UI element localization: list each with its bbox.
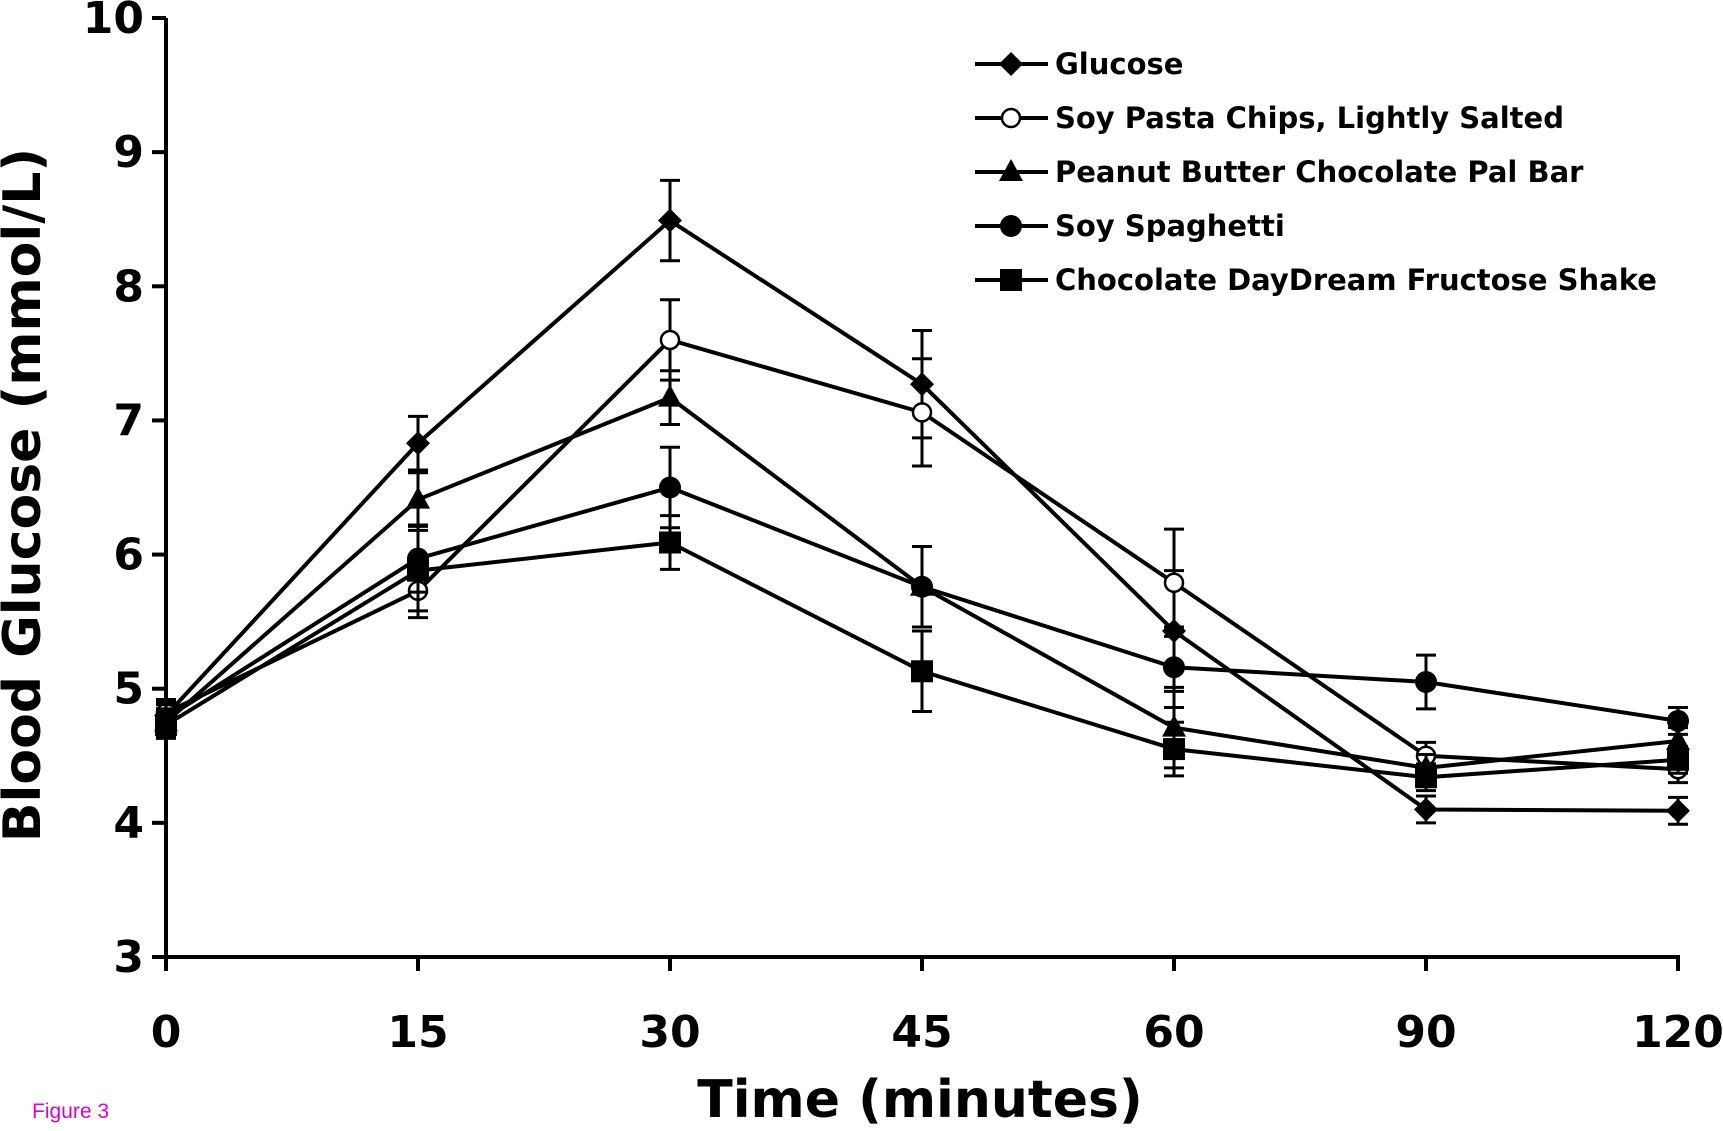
legend-label: Soy Pasta Chips, Lightly Salted [1055,101,1564,135]
legend-label: Peanut Butter Chocolate Pal Bar [1055,155,1584,189]
legend-marker [1000,269,1022,291]
y-axis-title: Blood Glucose (mmol/L) [0,148,53,842]
legend-marker [1000,107,1022,129]
data-point [1667,709,1689,732]
data-point [1667,748,1689,771]
x-tick-label: 0 [151,1007,182,1058]
data-point [1415,766,1437,789]
legend-item: Soy Pasta Chips, Lightly Salted [975,101,1564,135]
y-tick-label: 5 [113,664,144,715]
y-tick-label: 10 [83,0,144,44]
x-tick-label: 120 [1632,1007,1723,1058]
legend-marker [999,159,1023,181]
data-point [406,431,430,456]
legend-item: Peanut Butter Chocolate Pal Bar [975,155,1584,189]
y-tick-label: 4 [113,798,144,849]
data-point [911,402,933,423]
data-point [1414,797,1438,822]
data-point [659,531,681,554]
legend-marker [999,52,1023,76]
legend-item: Glucose [975,47,1183,81]
legend-label: Soy Spaghetti [1055,209,1285,243]
x-tick-label: 90 [1395,1007,1456,1058]
y-tick-label: 8 [113,261,144,312]
data-point [659,329,681,351]
y-tick-label: 3 [113,932,144,983]
series-line [164,218,1679,813]
data-point [407,559,429,582]
data-point [1163,738,1185,761]
legend-marker [1000,215,1022,237]
data-point [1163,572,1185,593]
data-point [659,476,681,499]
legend: Glucose Soy Pasta Chips, Lightly Salted Pe… [975,47,1657,297]
data-point [406,486,430,509]
series-5 [155,514,1689,793]
x-tick-label: 60 [1143,1007,1204,1058]
y-tick-label: 6 [113,530,144,581]
legend-item: Soy Spaghetti [975,209,1285,243]
legend-label: Chocolate DayDream Fructose Shake [1055,263,1657,297]
y-tick-label: 7 [113,395,144,446]
data-point [911,575,933,598]
legend-label: Glucose [1055,47,1183,81]
x-tick-label: 15 [387,1007,448,1058]
data-point [658,384,682,407]
y-tick-label: 9 [113,127,144,178]
x-tick-label: 30 [639,1007,700,1058]
data-point [1666,728,1690,751]
x-tick-label: 45 [891,1007,952,1058]
data-point [1415,671,1437,694]
data-point [155,713,177,736]
data-point [658,208,682,233]
figure-label: Figure 3 [32,1100,110,1123]
data-point [911,660,933,683]
legend-item: Chocolate DayDream Fructose Shake [975,263,1657,297]
data-point [1666,798,1690,823]
chart-marks [154,178,1690,826]
x-axis-title: Time (minutes) [697,1070,1143,1130]
data-point [1163,656,1185,679]
